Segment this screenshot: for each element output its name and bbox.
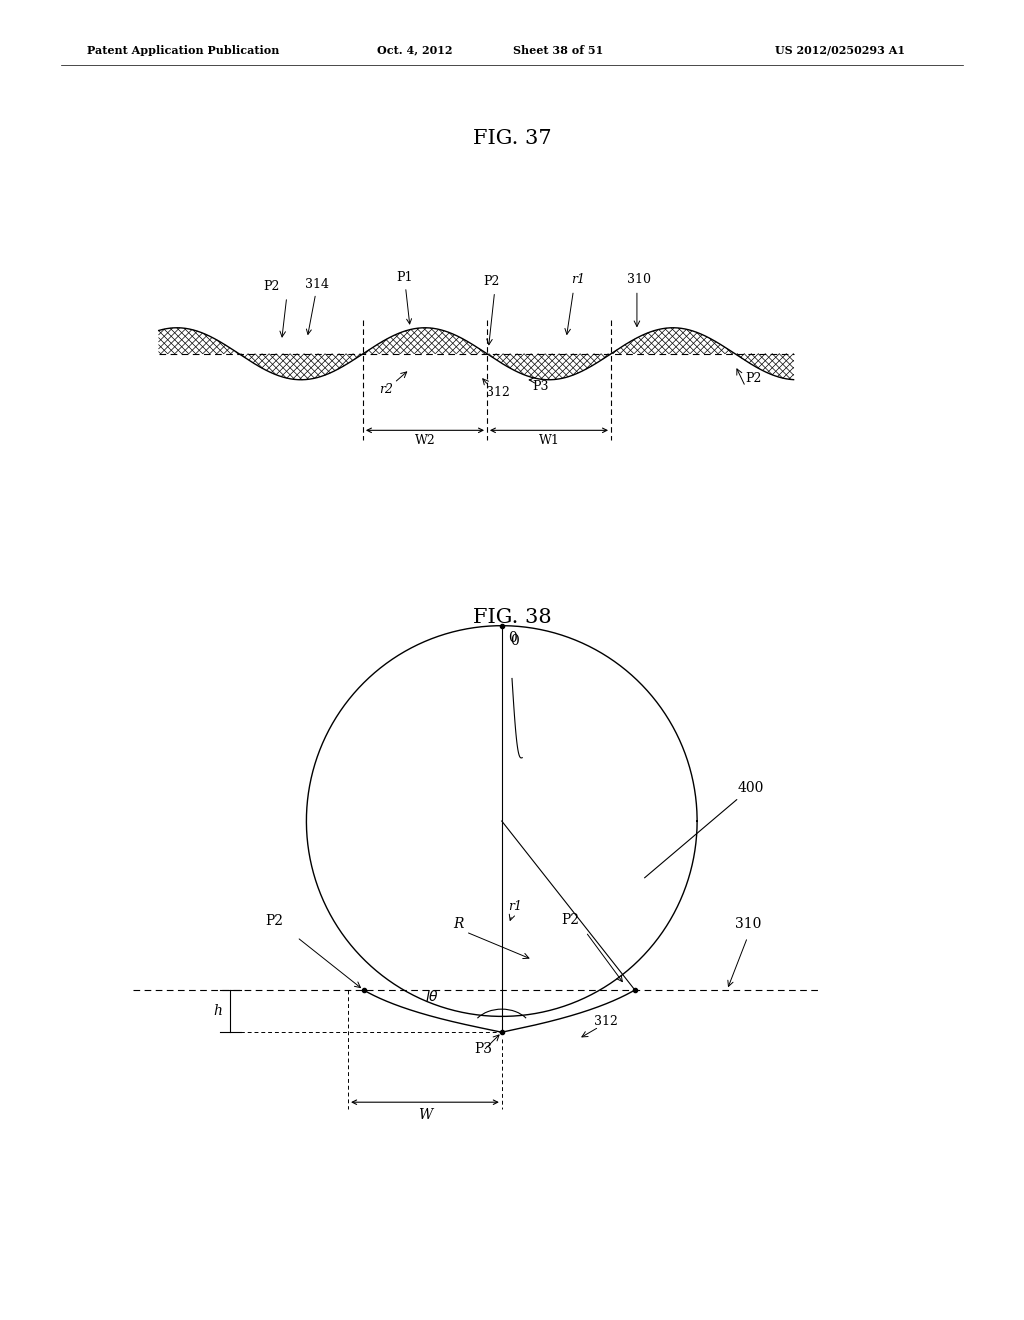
Text: P2: P2 xyxy=(745,372,762,385)
Text: W: W xyxy=(418,1109,432,1122)
Text: 312: 312 xyxy=(594,1015,617,1028)
Text: R: R xyxy=(454,917,464,931)
Text: 400: 400 xyxy=(644,781,764,878)
Text: r1: r1 xyxy=(571,273,586,286)
Text: 310: 310 xyxy=(735,917,762,931)
Text: FIG. 37: FIG. 37 xyxy=(473,129,551,148)
Text: $l\theta$: $l\theta$ xyxy=(425,989,439,1005)
Text: P2: P2 xyxy=(561,913,580,927)
Text: FIG. 38: FIG. 38 xyxy=(473,609,551,627)
Text: Oct. 4, 2012: Oct. 4, 2012 xyxy=(377,45,453,55)
Text: Sheet 38 of 51: Sheet 38 of 51 xyxy=(513,45,603,55)
Text: h: h xyxy=(214,1005,222,1018)
Text: W2: W2 xyxy=(415,434,435,447)
Text: P3: P3 xyxy=(474,1043,493,1056)
Text: r1: r1 xyxy=(508,900,522,913)
Text: Patent Application Publication: Patent Application Publication xyxy=(87,45,280,55)
Text: P2: P2 xyxy=(483,275,500,288)
Text: W1: W1 xyxy=(539,434,559,447)
Text: US 2012/0250293 A1: US 2012/0250293 A1 xyxy=(775,45,904,55)
Text: 314: 314 xyxy=(305,277,330,334)
Text: P3: P3 xyxy=(532,380,549,393)
Text: 310: 310 xyxy=(627,273,650,286)
Text: P2: P2 xyxy=(263,280,280,293)
Text: 312: 312 xyxy=(486,385,510,399)
Text: P2: P2 xyxy=(265,915,284,928)
Text: 0: 0 xyxy=(510,634,518,648)
Text: r2: r2 xyxy=(379,383,393,396)
Text: 0: 0 xyxy=(508,631,516,644)
Text: P1: P1 xyxy=(396,271,413,323)
